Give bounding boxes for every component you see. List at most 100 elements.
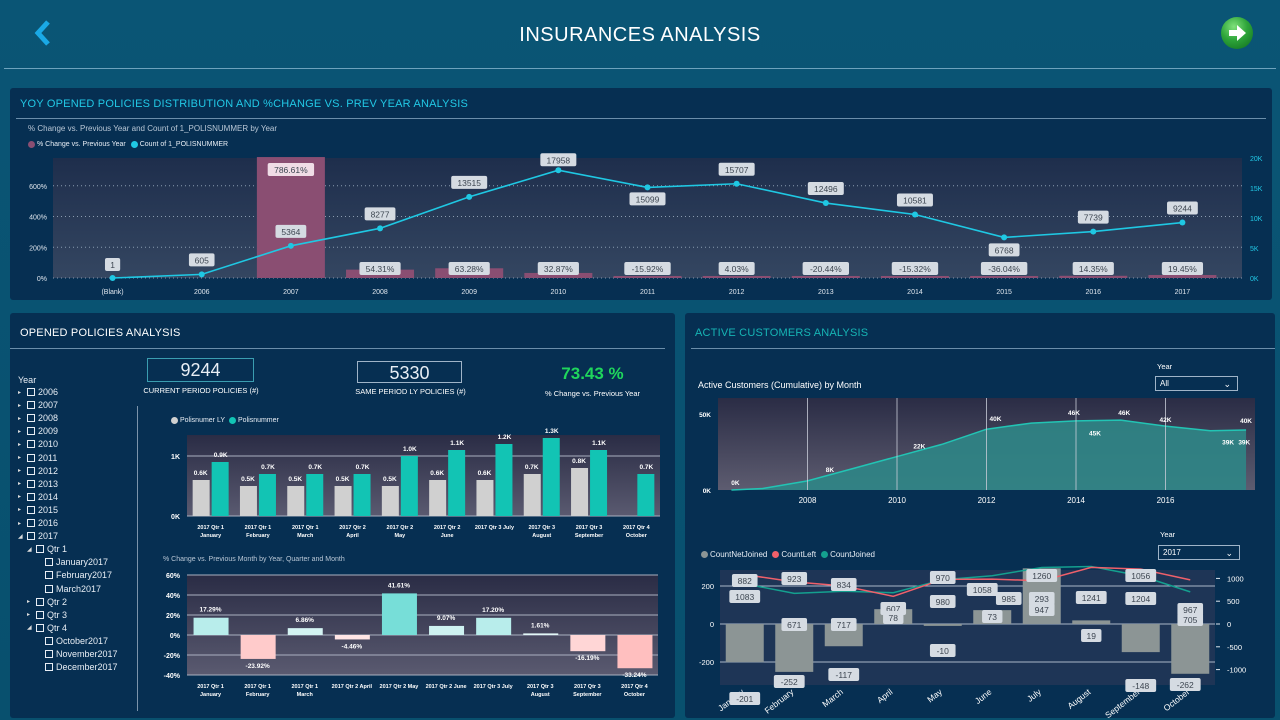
y-tick: 20%	[166, 613, 181, 620]
slicer-item[interactable]: ▸ 2011	[18, 453, 57, 463]
bar	[725, 624, 764, 663]
expand-right-icon[interactable]: ▸	[18, 481, 22, 488]
slicer-item[interactable]: December2017	[36, 662, 118, 672]
checkbox[interactable]	[36, 597, 44, 606]
panel-title: OPENED POLICIES ANALYSIS	[20, 327, 181, 339]
slicer-item[interactable]: ▸ 2008	[18, 413, 58, 423]
slicer-item[interactable]: ▸ Qtr 2	[27, 597, 67, 607]
checkbox[interactable]	[45, 584, 53, 593]
bar	[791, 276, 860, 278]
back-button[interactable]	[30, 16, 60, 50]
y-tick-right: 10K	[1250, 216, 1263, 223]
slicer-item[interactable]: ▸ 2014	[18, 492, 58, 502]
slicer-item[interactable]: ▸ Qtr 3	[27, 610, 67, 620]
year-filter-1-dropdown[interactable]: All ⌄	[1155, 376, 1238, 391]
checkbox[interactable]	[45, 571, 53, 580]
data-label: 705	[1183, 615, 1197, 625]
y-tick: 40%	[166, 593, 181, 600]
panel-title: ACTIVE CUSTOMERS ANALYSIS	[695, 327, 869, 339]
expand-down-icon[interactable]: ◢	[27, 546, 32, 553]
next-page-button[interactable]	[1221, 17, 1253, 49]
slicer-item[interactable]: ▸ 2006	[18, 387, 58, 397]
pct-label-box	[802, 262, 850, 275]
bar-current	[637, 474, 655, 516]
checkbox[interactable]	[27, 388, 35, 396]
pct-label-box	[718, 262, 755, 275]
checkbox[interactable]	[27, 401, 35, 410]
slicer-item-label: November2017	[56, 649, 118, 659]
expand-right-icon[interactable]: ▸	[18, 455, 22, 461]
checkbox[interactable]	[27, 466, 35, 475]
count-label-box	[540, 153, 577, 167]
checkbox[interactable]	[36, 610, 44, 619]
data-label-box	[1081, 629, 1102, 642]
slicer-item[interactable]: ▸ 2007	[18, 400, 58, 410]
pct-label-box	[980, 262, 1028, 275]
expand-right-icon[interactable]: ▸	[18, 520, 22, 527]
checkbox[interactable]	[27, 479, 35, 488]
checkbox[interactable]	[36, 623, 44, 632]
expand-down-icon[interactable]: ◢	[18, 533, 23, 540]
checkbox[interactable]	[36, 545, 44, 554]
slicer-item[interactable]: ▸ 2009	[18, 426, 58, 436]
slicer-item[interactable]: October2017	[36, 636, 108, 646]
data-label: 947	[1035, 605, 1049, 615]
expand-right-icon[interactable]: ▸	[18, 441, 22, 448]
x-tick: 2017 Qtr 4	[623, 525, 651, 531]
expand-right-icon[interactable]: ▸	[27, 599, 31, 606]
data-label-box	[982, 610, 1003, 623]
checkbox[interactable]	[45, 663, 53, 672]
y-tick-left: 600%	[29, 184, 47, 191]
legend-dot-left	[772, 551, 780, 558]
x-tick: 2008	[372, 289, 388, 296]
pct-label-box	[1161, 262, 1204, 275]
expand-right-icon[interactable]: ▸	[18, 415, 22, 422]
expand-right-icon[interactable]: ▸	[27, 612, 31, 619]
area-fill	[731, 420, 1247, 490]
bar-current	[448, 450, 466, 516]
slicer-item[interactable]: ◢ 2017	[18, 531, 58, 541]
checkbox[interactable]	[27, 532, 35, 541]
checkbox[interactable]	[27, 440, 35, 449]
slicer-item[interactable]: ▸ 2015	[18, 505, 58, 515]
expand-down-icon[interactable]: ◢	[27, 625, 32, 632]
x-tick: February	[246, 692, 270, 698]
slicer-item-label: Qtr 1	[47, 544, 68, 555]
slicer-item[interactable]: ▸ 2013	[18, 479, 58, 489]
checkbox[interactable]	[27, 453, 35, 462]
slicer-item[interactable]: ▸ 2012	[18, 466, 58, 476]
x-tick: April	[346, 533, 359, 539]
checkbox[interactable]	[45, 636, 53, 645]
expand-right-icon[interactable]: ▸	[18, 507, 22, 514]
slicer-item[interactable]: ◢ Qtr 1	[27, 544, 67, 554]
bar	[570, 635, 606, 652]
checkbox[interactable]	[27, 414, 35, 423]
checkbox[interactable]	[45, 650, 53, 658]
expand-right-icon[interactable]: ▸	[18, 468, 22, 475]
slicer-item-label: 2006	[38, 387, 59, 397]
slicer-item[interactable]: March2017	[36, 584, 101, 594]
expand-right-icon[interactable]: ▸	[18, 428, 22, 435]
slicer-item[interactable]: January2017	[36, 557, 108, 567]
slicer-item[interactable]: November2017	[36, 649, 118, 659]
expand-right-icon[interactable]: ▸	[18, 494, 22, 501]
slicer-item-label: February2017	[56, 570, 113, 581]
pct-chart-title: % Change vs. Previous Month by Year, Qua…	[163, 556, 345, 563]
x-tick: (Blank)	[101, 289, 123, 296]
checkbox[interactable]	[27, 519, 35, 527]
slicer-item[interactable]: ▸ 2016	[18, 518, 58, 528]
count-label-box	[1167, 201, 1198, 215]
year-filter-2-dropdown[interactable]: 2017 ⌄	[1158, 545, 1240, 560]
bar	[334, 635, 370, 640]
checkbox[interactable]	[27, 505, 35, 514]
expand-right-icon[interactable]: ▸	[18, 402, 22, 409]
checkbox[interactable]	[27, 427, 35, 436]
slicer-item[interactable]: ◢ Qtr 4	[27, 623, 67, 633]
checkbox[interactable]	[27, 492, 35, 501]
slicer-item[interactable]: ▸ 2010	[18, 439, 58, 449]
slicer-item[interactable]: February2017	[36, 570, 112, 580]
expand-right-icon[interactable]: ▸	[18, 389, 22, 396]
x-tick: 2012	[729, 289, 745, 296]
checkbox[interactable]	[45, 558, 53, 567]
legend-label-ly: Polisnumer LY	[180, 417, 226, 424]
